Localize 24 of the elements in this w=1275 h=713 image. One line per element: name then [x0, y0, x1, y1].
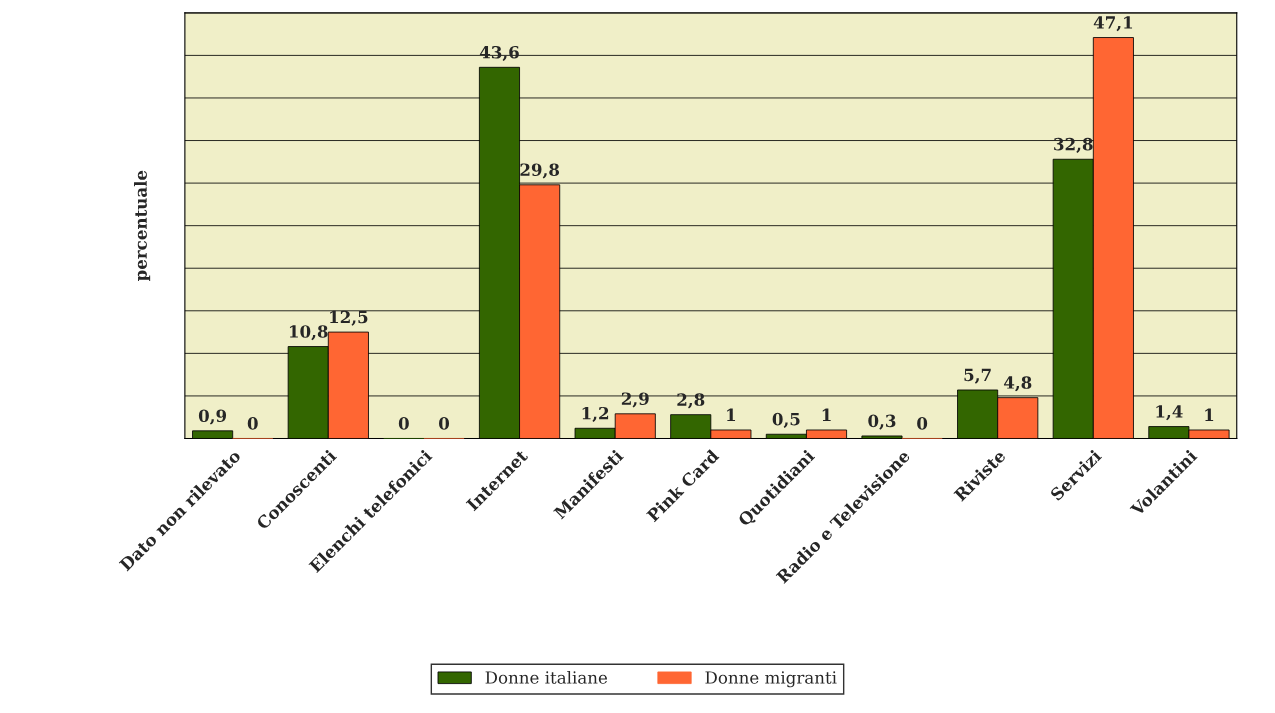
- data-label: 1: [1205, 408, 1214, 421]
- data-label: 29,8: [520, 163, 560, 179]
- data-label: 2,9: [621, 392, 649, 408]
- data-label: 32,8: [1054, 137, 1093, 153]
- y-axis-title: percentuale: [134, 170, 151, 282]
- data-label: 4,8: [1003, 376, 1032, 392]
- data-label: 1,2: [582, 406, 609, 423]
- data-label: 1,4: [1156, 405, 1183, 421]
- data-label: 12,5: [330, 310, 368, 326]
- data-label: 47,1: [1093, 16, 1133, 32]
- data-label: 0: [398, 417, 409, 430]
- data-label: 0: [247, 417, 258, 430]
- legend-label: Donne migranti: [705, 671, 837, 688]
- data-label: 0,3: [868, 414, 896, 430]
- data-label: 0,9: [198, 409, 227, 425]
- data-label: 0: [917, 417, 928, 430]
- data-label: 0,5: [772, 412, 800, 428]
- data-label: 1: [822, 408, 831, 421]
- data-label: 0: [439, 417, 450, 430]
- data-label: 10,8: [289, 325, 328, 341]
- data-label: 5,7: [964, 368, 991, 384]
- data-label: 1: [727, 408, 736, 421]
- data-label: 2,8: [677, 393, 705, 409]
- legend-label: Donne italiane: [485, 670, 608, 684]
